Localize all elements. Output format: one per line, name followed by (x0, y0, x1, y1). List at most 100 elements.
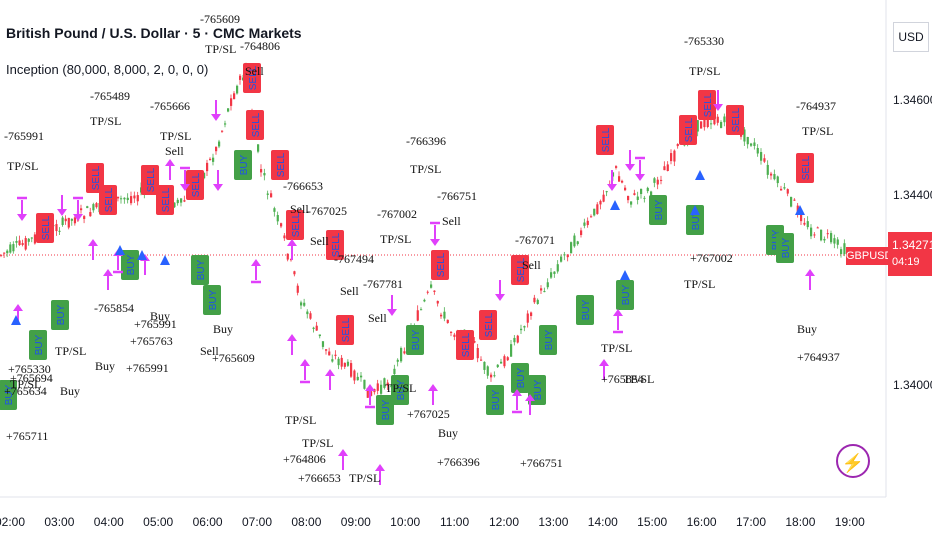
candle-body (476, 348, 479, 359)
buy-marker (121, 250, 139, 280)
trade-annotation: -767071 (515, 233, 555, 247)
candle-body (303, 302, 306, 306)
trade-annotation: +765694 (10, 371, 53, 385)
candle-body (776, 176, 779, 184)
buy-marker (29, 330, 47, 360)
candle-body (212, 157, 215, 162)
candle-body (556, 264, 559, 272)
buy-marker (51, 300, 69, 330)
candle-body (309, 313, 312, 319)
candle-body (340, 357, 343, 367)
candle-body (573, 235, 576, 247)
candle-body (257, 144, 260, 152)
time-axis-label: 06:00 (193, 515, 223, 529)
signal-arrow-head (73, 214, 83, 221)
trade-annotation: Sell (290, 202, 309, 216)
trade-annotation: TP/SL (385, 381, 416, 395)
candle-body (653, 178, 656, 183)
sell-marker (336, 315, 354, 345)
candle-body (136, 195, 139, 202)
time-axis-label: 11:00 (440, 515, 469, 529)
buy-marker (391, 375, 409, 405)
candle-body (716, 116, 719, 123)
candle-body (840, 249, 843, 255)
candle-body (453, 334, 456, 337)
trade-annotation: TP/SL (90, 114, 121, 128)
candle-body (543, 291, 546, 293)
signal-arrow-head (495, 294, 505, 301)
trade-annotation: -765609 (200, 12, 240, 26)
trade-annotation: -765854 (94, 301, 134, 315)
candle-body (793, 199, 796, 201)
candle-body (510, 344, 513, 357)
candle-body (503, 356, 506, 367)
sell-marker (86, 163, 104, 193)
signal-arrow-head (180, 184, 190, 191)
candle-body (843, 243, 846, 255)
currency-button[interactable]: USD (893, 22, 929, 52)
candle-body (260, 169, 263, 173)
marker-label: BUY (691, 209, 702, 230)
candle-body (436, 300, 439, 304)
candle-body (566, 254, 569, 258)
trade-annotation: TP/SL (10, 377, 41, 391)
candle-body (343, 362, 346, 367)
marker-label: SELL (191, 172, 202, 197)
trade-annotation: Sell (340, 284, 359, 298)
marker-label: BUY (516, 367, 527, 388)
candle-body (126, 197, 129, 201)
trade-annotation: +765711 (6, 429, 48, 443)
signal-arrow-head (287, 334, 297, 341)
candle-body (670, 153, 673, 162)
candle-body (370, 391, 373, 396)
candle-body (546, 282, 549, 288)
candle-body (710, 123, 713, 125)
candle-body (420, 309, 423, 311)
candle-body (227, 108, 230, 112)
candle-body (723, 116, 726, 123)
trade-annotation: Buy (438, 426, 458, 440)
buy-marker (234, 150, 252, 180)
trade-annotation: -767025 (307, 204, 347, 218)
blue-arrow (795, 205, 805, 215)
sell-marker (698, 90, 716, 120)
candle-body (500, 361, 503, 364)
marker-label: SELL (601, 127, 612, 152)
candle-body (30, 237, 33, 239)
trade-annotation: +767025 (407, 407, 450, 421)
candle-body (233, 93, 236, 100)
candle-body (312, 327, 315, 329)
trade-annotation: TP/SL (55, 344, 86, 358)
signal-arrow-head (251, 259, 261, 266)
indicator-label[interactable]: Inception (80,000, 8,000, 2, 0, 0, 0) (6, 62, 209, 77)
sell-marker (246, 110, 264, 140)
candle-body (286, 253, 289, 260)
candle-body (516, 335, 519, 343)
marker-label: SELL (161, 187, 172, 212)
trade-annotation: Buy (95, 359, 115, 373)
candle-body (209, 158, 212, 160)
time-axis-label: 02:00 (0, 515, 25, 529)
time-axis-label: 18:00 (785, 515, 815, 529)
lightning-icon[interactable]: ⚡ (836, 444, 870, 478)
marker-label: BUY (581, 299, 592, 320)
trade-annotation: -766751 (437, 189, 477, 203)
candle-body (750, 143, 753, 146)
candle-body (18, 240, 21, 245)
last-price: 1.34271 (892, 238, 932, 252)
candle-body (6, 250, 9, 254)
time-axis-label: 07:00 (242, 515, 272, 529)
marker-label: SELL (484, 312, 495, 337)
candle-body (416, 310, 419, 321)
blue-arrow (160, 255, 170, 265)
trade-annotation: TP/SL (7, 159, 38, 173)
time-axis-label: 12:00 (489, 515, 519, 529)
marker-label: SELL (684, 117, 695, 142)
candle-body (576, 241, 579, 245)
candle-body (743, 129, 746, 142)
candle-body (300, 302, 303, 306)
marker-label: BUY (126, 254, 137, 275)
candle-body (180, 198, 183, 203)
